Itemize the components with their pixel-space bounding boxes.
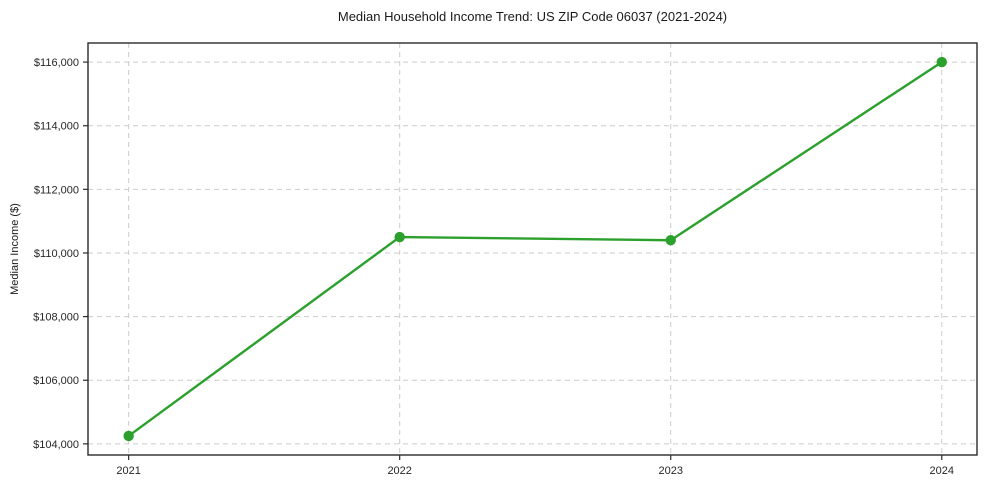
y-tick-label: $112,000 — [34, 184, 79, 196]
y-tick-label: $106,000 — [33, 375, 79, 387]
chart-title: Median Household Income Trend: US ZIP Co… — [337, 9, 728, 24]
y-tick-label: $114,000 — [34, 121, 79, 133]
y-tick-label: $110,000 — [34, 248, 79, 260]
x-tick-label: 2022 — [387, 465, 411, 477]
x-tick-label: 2021 — [116, 465, 140, 477]
data-point — [123, 430, 134, 442]
plot-border — [87, 42, 978, 456]
y-tick-label: $116,000 — [34, 57, 79, 69]
data-point — [936, 56, 947, 68]
y-tick-label: $108,000 — [33, 312, 79, 324]
x-tick-label: 2023 — [658, 465, 682, 477]
data-point — [665, 235, 676, 246]
data-point — [394, 231, 405, 243]
trend-line — [127, 60, 943, 438]
x-tick-label: 2024 — [930, 465, 954, 477]
y-tick-label: $104,000 — [33, 439, 79, 451]
